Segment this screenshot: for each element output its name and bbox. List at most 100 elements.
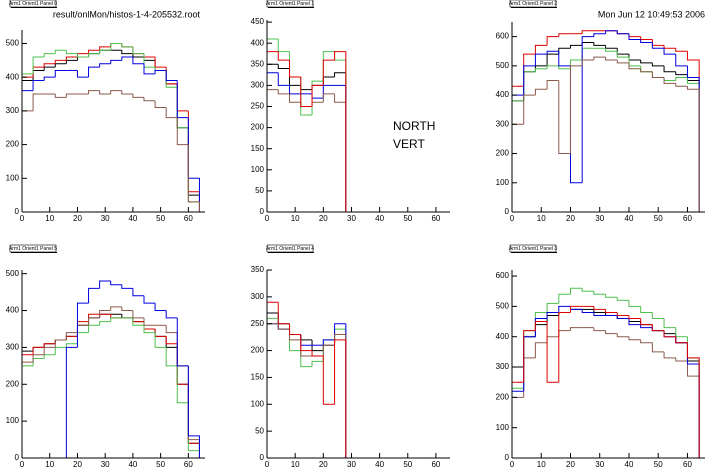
histogram-bin (43, 53, 56, 57)
histogram-bin (581, 309, 594, 313)
histogram-bin (289, 323, 301, 335)
histogram-bin (675, 48, 688, 52)
histogram-bin (605, 309, 618, 313)
y-tick-label: 400 (496, 332, 510, 341)
histogram-bin (605, 294, 618, 298)
histogram-bin (43, 343, 56, 348)
histogram-bin (322, 344, 335, 356)
x-tick-label: 10 (537, 460, 546, 469)
histogram-bin (640, 339, 653, 344)
histogram-bin (628, 336, 641, 341)
histogram-bin (640, 318, 653, 326)
annotation: result/onlMon/histos-1-4-205532.root (53, 9, 201, 19)
x-tick-label: 40 (128, 214, 137, 223)
x-tick-label: 0 (20, 214, 25, 223)
x-tick-label: 50 (654, 214, 663, 223)
histogram-bin (88, 49, 100, 54)
x-tick-label: 60 (184, 460, 193, 469)
y-tick-label: 0 (505, 207, 510, 216)
histogram-bin (277, 323, 290, 330)
x-tick-label: 30 (347, 214, 356, 223)
histogram-bin (616, 315, 629, 320)
histogram-bin (546, 79, 559, 90)
histogram-bin (534, 88, 548, 96)
histogram-bin (546, 36, 559, 46)
histogram-bin (334, 51, 346, 61)
panel-title: Arm1 Orient1 Panel 3 (509, 246, 557, 252)
histogram-bin (121, 284, 133, 289)
y-tick-label: 150 (251, 144, 265, 153)
histogram-bin (558, 65, 571, 70)
histogram-bin (65, 332, 78, 341)
x-tick-label: 60 (683, 460, 692, 469)
histogram-bin (176, 117, 189, 146)
histogram-bin (311, 84, 324, 107)
histogram-bin (616, 30, 629, 35)
histogram-bin (311, 360, 324, 367)
histogram-bin (165, 336, 178, 345)
histogram-bin (143, 317, 156, 326)
histogram-bin (277, 72, 290, 86)
histogram-bin (605, 57, 618, 61)
x-tick-label: 30 (595, 460, 604, 469)
x-tick-label: 0 (20, 460, 25, 469)
histogram-bin (277, 302, 290, 325)
histogram-bin (277, 64, 290, 70)
y-tick-label: 500 (496, 61, 510, 70)
histogram-bin (616, 333, 629, 338)
y-tick-label: 300 (6, 106, 20, 115)
y-tick-label: 500 (496, 301, 510, 310)
histogram-bin (593, 42, 606, 46)
histogram-bin (628, 300, 641, 307)
histogram-bin (605, 48, 618, 52)
histogram-bin (54, 49, 67, 54)
histogram-bin (154, 332, 167, 348)
x-tick-label: 40 (625, 460, 634, 469)
panel: Arm1 Orient1 Panel 3 0 100 200 300 400 500 600 0… (496, 244, 705, 469)
histogram-bin (640, 324, 653, 329)
y-tick-label: 50 (255, 186, 264, 195)
histogram-bin (143, 325, 156, 334)
y-tick-label: 400 (496, 90, 510, 99)
histogram-bin (593, 312, 606, 316)
histogram-bin (686, 342, 700, 458)
histogram-bin (675, 77, 688, 81)
y-tick-label: 300 (496, 119, 510, 128)
histogram-bin (628, 33, 641, 41)
histogram-bin (640, 60, 653, 64)
histogram-bin (121, 56, 133, 61)
histogram-bin (300, 76, 313, 108)
histogram-bin (99, 310, 111, 318)
y-tick-label: 350 (251, 59, 265, 68)
y-tick-label: 200 (6, 379, 20, 388)
x-tick-label: 0 (510, 460, 515, 469)
histogram-bin (165, 347, 178, 367)
y-tick-label: 200 (251, 123, 265, 132)
y-tick-label: 100 (6, 173, 20, 182)
histogram-bin (651, 324, 665, 332)
histogram-bin (143, 63, 156, 75)
y-tick-label: 300 (496, 362, 510, 371)
histogram-bin (289, 93, 301, 103)
histogram-bin (65, 343, 78, 348)
histogram-bin (651, 342, 665, 353)
histogram-bin (593, 327, 606, 332)
histogram-bin (663, 77, 676, 84)
x-tick-label: 10 (537, 214, 546, 223)
histogram-bin (523, 330, 536, 383)
x-tick-label: 20 (319, 214, 328, 223)
y-tick-label: 100 (251, 165, 265, 174)
histogram-bin (558, 311, 571, 383)
histogram-bin (154, 100, 167, 109)
x-tick-label: 30 (595, 214, 604, 223)
histogram-bin (187, 365, 200, 458)
histogram-bin (99, 90, 111, 95)
histogram-bin (154, 69, 167, 74)
x-tick-label: 10 (45, 214, 54, 223)
histogram-bin (663, 330, 676, 338)
histogram-bin (65, 346, 78, 458)
histogram-bin (322, 355, 335, 405)
x-tick-label: 10 (291, 214, 300, 223)
x-tick-label: 50 (654, 460, 663, 469)
